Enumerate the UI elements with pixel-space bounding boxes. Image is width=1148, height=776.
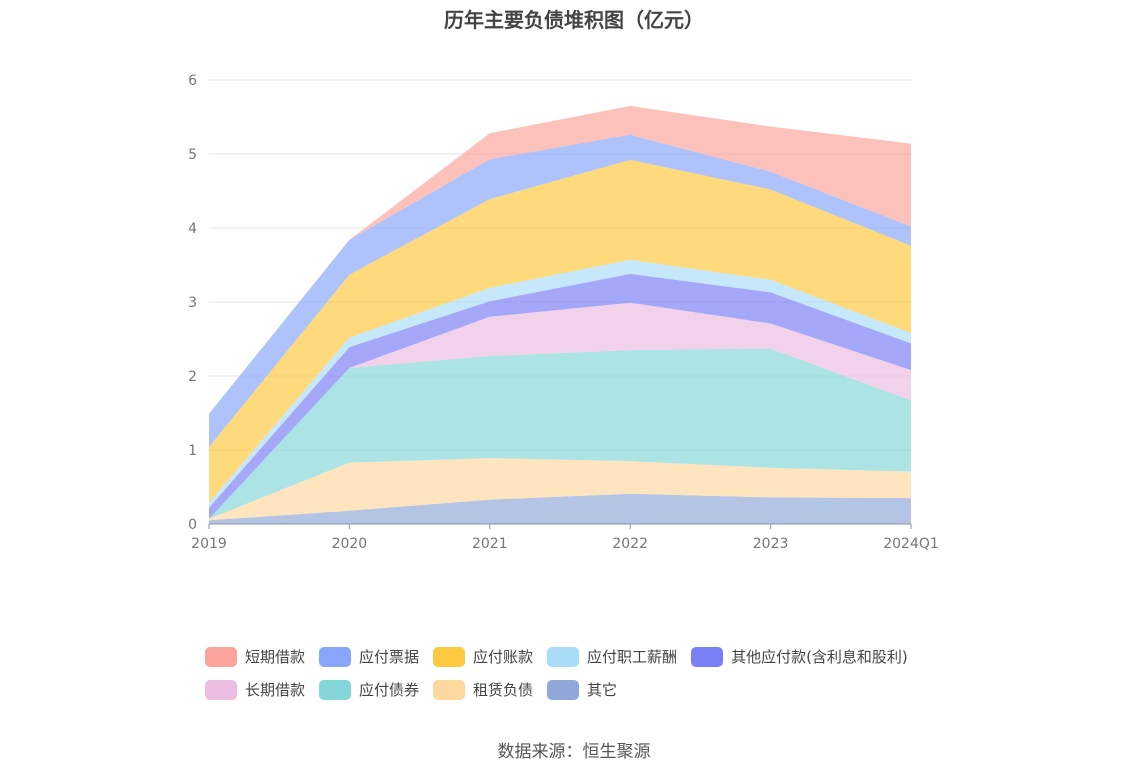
x-tick-label: 2023 (753, 536, 789, 552)
data-source-note: 数据来源：恒生聚源 (497, 742, 651, 762)
legend-label: 租赁负债 (473, 681, 534, 699)
y-tick-label: 3 (188, 295, 197, 311)
area-series-应付账款[interactable] (209, 159, 911, 503)
legend-label: 其他应付款(含利息和股利) (731, 648, 908, 666)
y-tick-label: 1 (188, 443, 197, 459)
legend-label: 应付债券 (359, 681, 420, 699)
area-series-layer (209, 105, 911, 524)
legend-item[interactable]: 其它 (547, 679, 617, 700)
legend-label: 长期借款 (245, 681, 306, 699)
legend-swatch (433, 646, 466, 667)
legend-swatch (319, 679, 352, 700)
area-series-其它[interactable] (209, 493, 911, 524)
legend: 短期借款 应付票据 应付账款 应付职工薪酬 其他应付款(含利息和股利) 长期借款 应付债券… (205, 640, 965, 706)
axes: 0 1 2 3 4 5 6 2019 2020 2021 2022 2023 2024Q1 (188, 73, 939, 552)
legend-swatch (547, 646, 580, 667)
legend-swatch (433, 679, 466, 700)
x-tick-label: 2020 (332, 536, 368, 552)
legend-item[interactable]: 长期借款 (205, 679, 305, 700)
chart-title: 历年主要负债堆积图（亿元） (444, 8, 704, 32)
area-series-租赁负债[interactable] (209, 458, 911, 521)
legend-row: 短期借款 应付票据 应付账款 应付职工薪酬 其他应付款(含利息和股利) (205, 640, 965, 673)
legend-swatch (205, 679, 237, 700)
legend-item[interactable]: 租赁负债 (433, 679, 533, 700)
legend-item[interactable]: 短期借款 (205, 646, 305, 667)
legend-label: 应付职工薪酬 (587, 648, 678, 666)
stacked-area-chart: 0 1 2 3 4 5 6 2019 2020 2021 2022 2023 2024Q1 (188, 73, 939, 552)
legend-label: 应付票据 (359, 648, 420, 666)
x-tick-label: 2019 (191, 536, 227, 552)
legend-item[interactable]: 其他应付款(含利息和股利) (691, 646, 908, 667)
legend-item[interactable]: 应付债券 (319, 679, 419, 700)
y-tick-label: 6 (188, 73, 197, 89)
legend-swatch (205, 646, 237, 667)
x-tick-label: 2022 (612, 536, 648, 552)
y-tick-label: 2 (188, 369, 197, 385)
legend-label: 应付账款 (473, 648, 534, 666)
legend-label: 其它 (587, 681, 618, 699)
area-series-短期借款[interactable] (209, 105, 911, 414)
legend-swatch (319, 646, 352, 667)
legend-item[interactable]: 应付职工薪酬 (547, 646, 677, 667)
legend-row: 长期借款 应付债券 租赁负债 其它 (205, 673, 965, 706)
legend-swatch (691, 646, 724, 667)
x-tick-label: 2021 (472, 536, 508, 552)
legend-label: 短期借款 (245, 648, 306, 666)
legend-swatch (547, 679, 580, 700)
y-tick-label: 4 (188, 221, 197, 237)
y-tick-label: 0 (188, 517, 197, 533)
legend-item[interactable]: 应付账款 (433, 646, 533, 667)
area-series-应付债券[interactable] (209, 348, 911, 519)
y-tick-label: 5 (188, 147, 197, 163)
area-series-长期借款[interactable] (209, 302, 911, 519)
legend-item[interactable]: 应付票据 (319, 646, 419, 667)
x-tick-label: 2024Q1 (883, 536, 939, 552)
